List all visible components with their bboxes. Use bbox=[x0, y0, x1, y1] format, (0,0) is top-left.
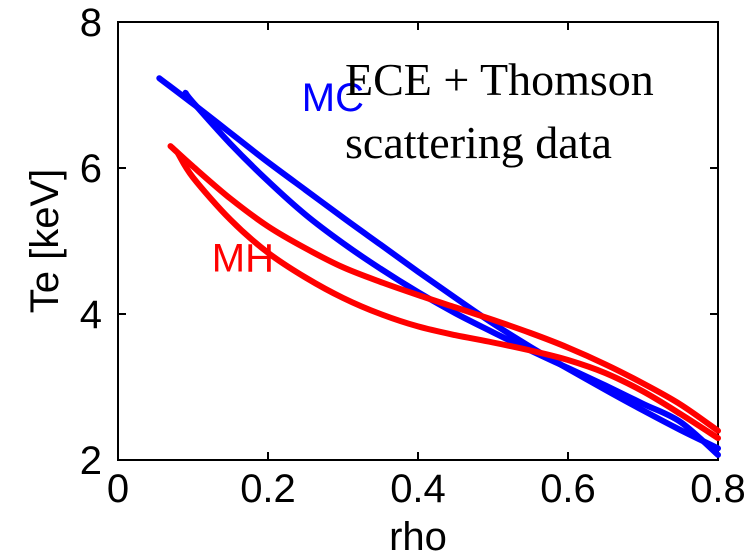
annotation-line-1: ECE + Thomson bbox=[345, 54, 654, 105]
y-tick-label: 6 bbox=[80, 147, 102, 191]
y-tick-label: 8 bbox=[80, 1, 102, 45]
x-axis-label: rho bbox=[389, 515, 447, 555]
x-tick-label: 0.6 bbox=[540, 467, 596, 511]
y-tick-label: 2 bbox=[80, 439, 102, 483]
x-tick-label: 0.2 bbox=[240, 467, 296, 511]
annotation-line-2: scattering data bbox=[345, 117, 612, 168]
x-tick-label: 0.8 bbox=[690, 467, 746, 511]
series-line-red-2 bbox=[167, 143, 721, 434]
y-tick-label: 4 bbox=[80, 293, 102, 337]
series-label-mc: MC bbox=[302, 76, 364, 120]
series-label-mh: MH bbox=[212, 237, 274, 281]
y-axis-label: Te [keV] bbox=[23, 169, 67, 314]
series-line-blue-0 bbox=[156, 75, 721, 452]
series-line-red-3 bbox=[175, 150, 721, 442]
x-tick-label: 0.4 bbox=[390, 467, 446, 511]
x-tick-label: 0 bbox=[107, 467, 129, 511]
